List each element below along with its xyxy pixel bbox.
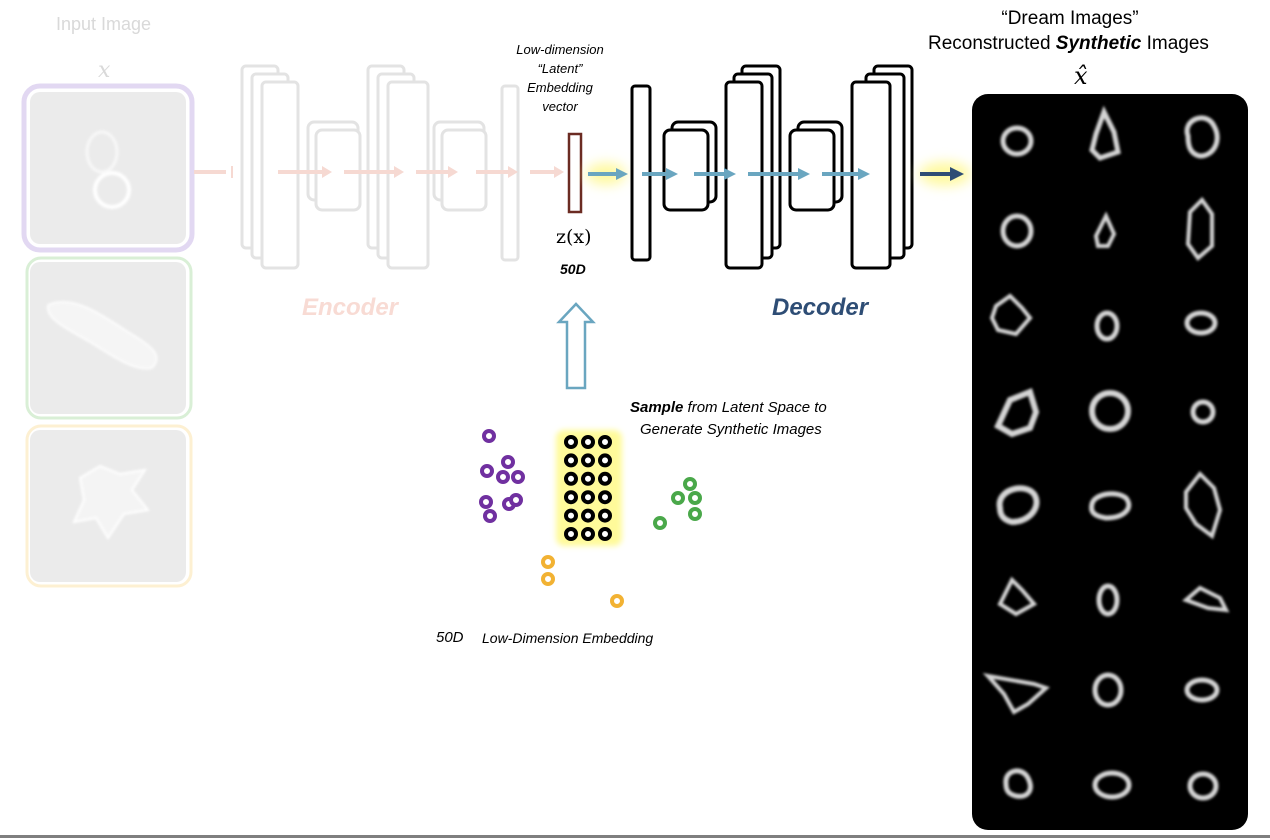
output-xhat-symbol: x̂ (1074, 62, 1088, 90)
input-frame-purple (21, 83, 195, 253)
output-title-line2: Reconstructed Synthetic Images (928, 33, 1209, 55)
input-x-symbol: x (98, 58, 111, 83)
sample-point (581, 527, 595, 541)
sampling-line1-rest: from Latent Space to (683, 399, 827, 416)
sampling-line1: Sample from Latent Space to (630, 399, 827, 416)
sample-point (598, 490, 612, 505)
input-cell-2 (47, 301, 158, 370)
sample-point (598, 508, 612, 523)
latent-z-symbol: z(x) (556, 226, 592, 248)
purple-point (501, 455, 515, 469)
green-point (653, 516, 667, 530)
latent-caption-line4: vector (542, 99, 578, 114)
purple-point (509, 493, 523, 507)
sampling-emph: Sample (630, 399, 684, 416)
green-point (688, 507, 702, 521)
sample-up-arrow (556, 302, 596, 390)
sample-point (581, 490, 595, 505)
purple-point (482, 429, 496, 443)
synthetic-images-panel (972, 94, 1248, 830)
sample-point (564, 508, 578, 523)
sample-point (581, 508, 595, 523)
input-image-1 (30, 92, 186, 244)
purple-cluster (479, 429, 525, 523)
sample-point (564, 435, 578, 449)
purple-point (480, 464, 494, 478)
output-title-prefix: Reconstructed (928, 33, 1056, 54)
latent-dim-label: 50D (560, 261, 586, 277)
encoder-label: Encoder (302, 294, 399, 321)
decoder-label: Decoder (772, 294, 869, 321)
green-point (688, 491, 702, 505)
sample-point (581, 453, 595, 468)
sample-point (564, 527, 578, 541)
green-point (683, 477, 697, 491)
sample-grid (564, 435, 612, 541)
input-cell-3 (72, 464, 150, 540)
green-point (671, 491, 685, 505)
encoder-arrows (194, 166, 564, 178)
embedding-label: Low-Dimension Embedding (482, 630, 654, 646)
gold-point (541, 572, 555, 586)
input-cell-1 (85, 130, 131, 209)
sampling-line2: Generate Synthetic Images (640, 421, 822, 438)
encoder-network (240, 64, 520, 270)
gold-point (610, 594, 624, 608)
output-title-line1: “Dream Images” (1001, 8, 1139, 29)
window-bottom-edge (0, 835, 1270, 838)
sample-point (598, 435, 612, 449)
sample-point (564, 490, 578, 505)
green-cluster (653, 477, 702, 530)
purple-point (496, 470, 510, 484)
sample-point (581, 471, 595, 486)
purple-point (479, 495, 493, 509)
sample-point (598, 527, 612, 541)
input-images (21, 83, 195, 588)
decoder-arrows (588, 168, 870, 180)
output-title-emph: Synthetic (1055, 33, 1142, 54)
decoder-network (630, 64, 914, 270)
synthetic-cell-grid (982, 105, 1230, 801)
input-frame-green (25, 256, 193, 420)
latent-vector-bar (567, 132, 583, 214)
latent-caption: Low-dimension “Latent” Embedding vector (505, 40, 615, 116)
purple-point (511, 470, 525, 484)
sample-point (598, 471, 612, 486)
latent-caption-line1: Low-dimension (516, 42, 604, 57)
sample-point (598, 453, 612, 468)
input-image-title: Input Image (56, 14, 152, 34)
sample-point (581, 435, 595, 449)
output-title-suffix: Images (1141, 33, 1209, 54)
latent-caption-line3: Embedding (527, 80, 593, 95)
gold-cluster (541, 555, 624, 608)
gold-point (541, 555, 555, 569)
embedding-dim-label: 50D (436, 629, 464, 646)
latent-caption-line2: “Latent” (537, 61, 583, 76)
input-frame-gold (25, 424, 193, 588)
purple-point (483, 509, 497, 523)
output-arrow (920, 167, 964, 181)
sample-point (564, 453, 578, 468)
sample-point (564, 471, 578, 486)
